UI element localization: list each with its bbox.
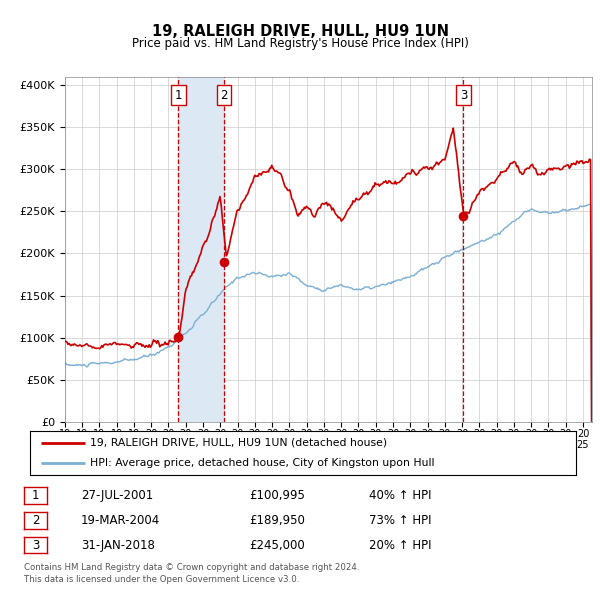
Text: 3: 3 (460, 88, 467, 101)
Text: Contains HM Land Registry data © Crown copyright and database right 2024.: Contains HM Land Registry data © Crown c… (24, 563, 359, 572)
Text: 1: 1 (32, 489, 39, 502)
Text: 19-MAR-2004: 19-MAR-2004 (81, 514, 160, 527)
Text: HPI: Average price, detached house, City of Kingston upon Hull: HPI: Average price, detached house, City… (90, 458, 434, 468)
Text: 1: 1 (175, 88, 182, 101)
Text: 2: 2 (220, 88, 228, 101)
Bar (178, 77, 224, 422)
Text: 2: 2 (32, 514, 39, 527)
Text: £245,000: £245,000 (249, 539, 305, 552)
Text: 3: 3 (32, 539, 39, 552)
Text: 31-JAN-2018: 31-JAN-2018 (81, 539, 155, 552)
Text: 73% ↑ HPI: 73% ↑ HPI (369, 514, 431, 527)
Text: 40% ↑ HPI: 40% ↑ HPI (369, 489, 431, 502)
Text: 19, RALEIGH DRIVE, HULL, HU9 1UN (detached house): 19, RALEIGH DRIVE, HULL, HU9 1UN (detach… (90, 438, 387, 448)
Text: 19, RALEIGH DRIVE, HULL, HU9 1UN: 19, RALEIGH DRIVE, HULL, HU9 1UN (151, 24, 449, 38)
Text: £100,995: £100,995 (249, 489, 305, 502)
Text: £189,950: £189,950 (249, 514, 305, 527)
Text: Price paid vs. HM Land Registry's House Price Index (HPI): Price paid vs. HM Land Registry's House … (131, 37, 469, 50)
Text: 20% ↑ HPI: 20% ↑ HPI (369, 539, 431, 552)
Text: 27-JUL-2001: 27-JUL-2001 (81, 489, 153, 502)
Text: This data is licensed under the Open Government Licence v3.0.: This data is licensed under the Open Gov… (24, 575, 299, 584)
